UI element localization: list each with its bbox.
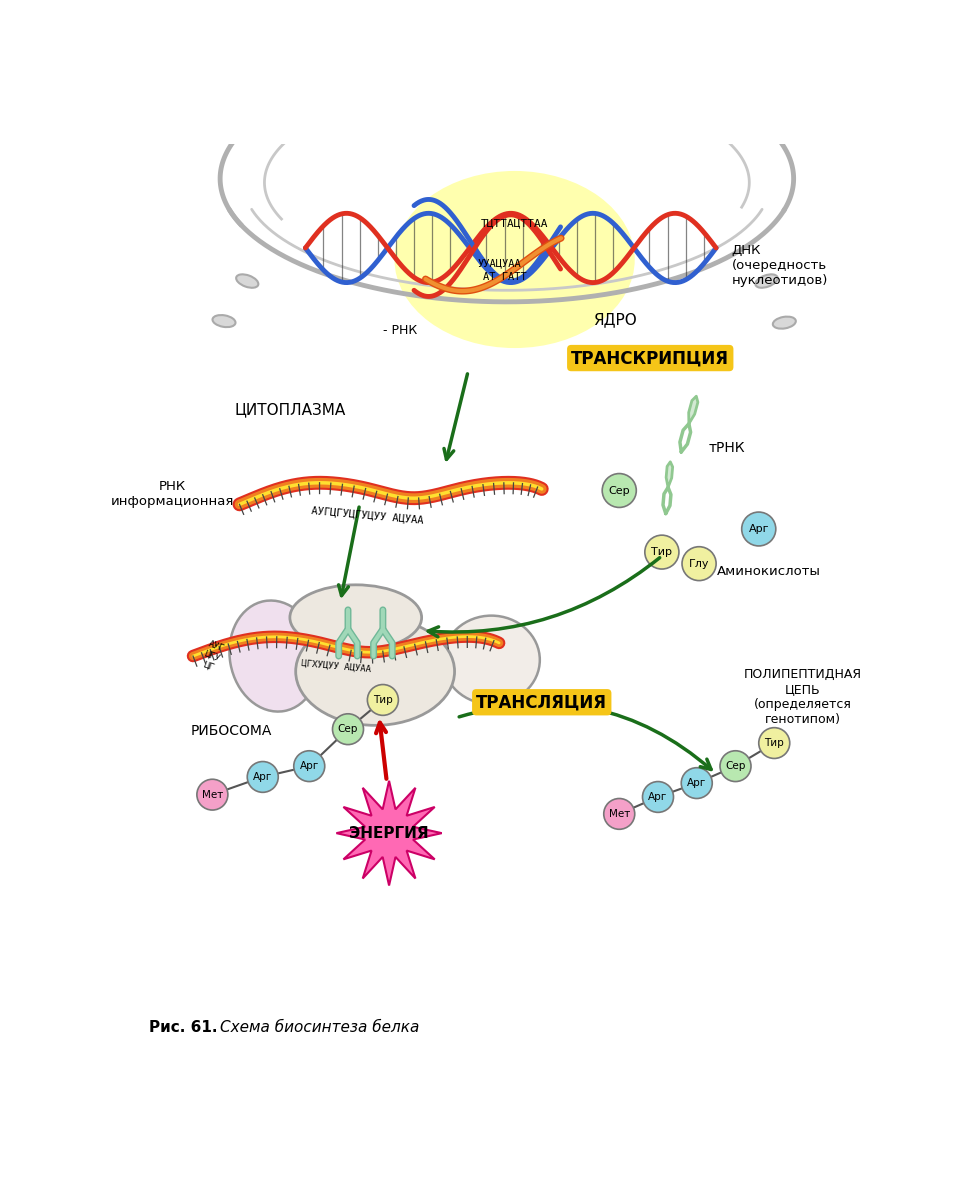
- Circle shape: [645, 535, 679, 569]
- Text: ЭНЕРГИЯ: ЭНЕРГИЯ: [350, 826, 429, 841]
- Text: - РНК: - РНК: [383, 324, 417, 337]
- Text: Арг: Арг: [749, 524, 769, 534]
- Polygon shape: [689, 396, 698, 424]
- Text: УУАЦУАА: УУАЦУАА: [478, 258, 521, 269]
- Circle shape: [294, 751, 325, 781]
- Text: РИБОСОМА: РИБОСОМА: [191, 724, 272, 738]
- Text: Аминокислоты: Аминокислоты: [717, 565, 820, 578]
- Text: Рис. 61.: Рис. 61.: [149, 1020, 218, 1036]
- Ellipse shape: [229, 600, 319, 712]
- Text: тРНК: тРНК: [709, 442, 745, 455]
- Circle shape: [682, 547, 716, 581]
- Text: АУГЦГУЦГУЦУУ АЦУАА: АУГЦГУЦГУЦУУ АЦУАА: [311, 505, 424, 526]
- Text: Сер: Сер: [338, 725, 358, 734]
- Text: ТЦТТАЦТТАА: ТЦТТАЦТТАА: [481, 218, 548, 228]
- Circle shape: [742, 512, 775, 546]
- Ellipse shape: [236, 275, 259, 288]
- Text: АУГ
ЦГУ
ЦГ: АУГ ЦГУ ЦГ: [200, 640, 225, 673]
- Circle shape: [604, 798, 635, 829]
- Text: Тир: Тир: [373, 695, 393, 704]
- Text: Арг: Арг: [253, 772, 272, 782]
- Text: Арг: Арг: [300, 761, 319, 772]
- Circle shape: [720, 751, 751, 781]
- Text: Тир: Тир: [764, 738, 784, 748]
- Circle shape: [332, 714, 364, 744]
- Text: РНК
информационная: РНК информационная: [111, 480, 234, 509]
- Text: Глу: Глу: [689, 559, 710, 569]
- Circle shape: [681, 768, 712, 798]
- Text: Арг: Арг: [688, 778, 707, 788]
- Text: ТРАНСЛЯЦИЯ: ТРАНСЛЯЦИЯ: [477, 694, 607, 712]
- Ellipse shape: [443, 616, 540, 704]
- Text: ДНК
(очередность
нуклеотидов): ДНК (очередность нуклеотидов): [732, 244, 828, 287]
- Text: ТРАНСКРИПЦИЯ: ТРАНСКРИПЦИЯ: [571, 349, 730, 367]
- Text: Мет: Мет: [608, 809, 630, 818]
- Ellipse shape: [773, 317, 796, 329]
- Text: ПОЛИПЕПТИДНАЯ
ЦЕПЬ
(определяется
генотипом): ПОЛИПЕПТИДНАЯ ЦЕПЬ (определяется генотип…: [744, 668, 862, 726]
- Polygon shape: [336, 781, 442, 886]
- FancyArrowPatch shape: [428, 558, 660, 637]
- Ellipse shape: [394, 170, 635, 348]
- Ellipse shape: [755, 275, 777, 288]
- Text: ЦГХУЦУУ АЦУАА: ЦГХУЦУУ АЦУАА: [301, 659, 371, 673]
- Text: Сер: Сер: [725, 761, 746, 772]
- Text: ЯДРО: ЯДРО: [593, 312, 637, 328]
- Text: Мет: Мет: [202, 790, 223, 799]
- Text: Тир: Тир: [651, 547, 672, 557]
- Circle shape: [368, 684, 398, 715]
- Polygon shape: [667, 462, 672, 487]
- FancyArrowPatch shape: [459, 703, 711, 769]
- Text: ЦИТОПЛАЗМА: ЦИТОПЛАЗМА: [234, 402, 346, 418]
- Text: Схема биосинтеза белка: Схема биосинтеза белка: [220, 1020, 419, 1036]
- Ellipse shape: [290, 584, 421, 650]
- Circle shape: [759, 727, 790, 758]
- Ellipse shape: [296, 618, 455, 725]
- Circle shape: [643, 781, 673, 812]
- Ellipse shape: [213, 316, 236, 328]
- Circle shape: [603, 474, 636, 508]
- Text: Сер: Сер: [608, 486, 630, 496]
- Circle shape: [247, 762, 278, 792]
- Circle shape: [197, 779, 228, 810]
- Text: Арг: Арг: [648, 792, 668, 802]
- Text: АТ ГАТТ: АТ ГАТТ: [483, 272, 527, 282]
